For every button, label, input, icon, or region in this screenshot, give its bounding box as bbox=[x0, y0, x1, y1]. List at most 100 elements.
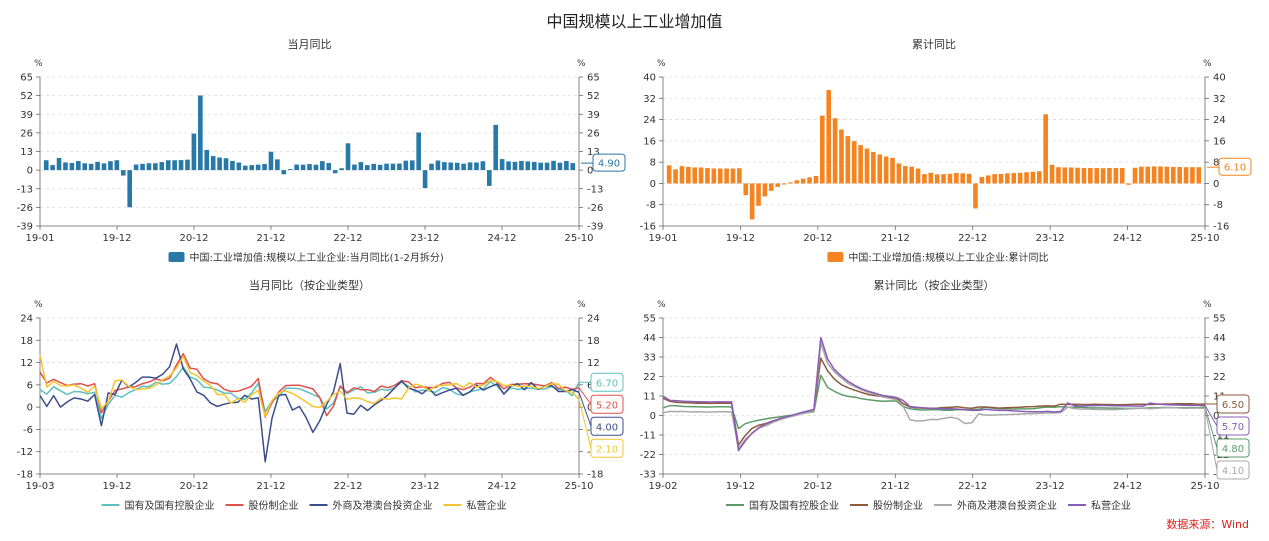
bar bbox=[1170, 166, 1176, 184]
bar bbox=[915, 168, 921, 184]
bar bbox=[114, 160, 120, 171]
x-tick-label: 25-10 bbox=[1190, 233, 1219, 244]
bar bbox=[788, 182, 793, 184]
x-tick-label: 20-12 bbox=[179, 233, 208, 244]
bar bbox=[851, 141, 857, 184]
bar bbox=[249, 165, 255, 171]
y-tick-label-right: -13 bbox=[587, 184, 603, 195]
end-label-box bbox=[590, 438, 624, 458]
x-tick-label: 22-12 bbox=[958, 481, 987, 492]
y-tick-label-right: 44 bbox=[1213, 333, 1226, 344]
y-unit-right: % bbox=[577, 300, 586, 310]
bar bbox=[538, 162, 543, 171]
bar bbox=[705, 167, 710, 184]
legend-label: 外商及港澳台投资企业 bbox=[957, 499, 1057, 512]
bar bbox=[236, 162, 242, 171]
chart-title: 当月同比（按企业类型） bbox=[249, 278, 370, 292]
bar bbox=[525, 161, 531, 171]
series-line bbox=[39, 366, 580, 420]
bar bbox=[928, 172, 934, 184]
bar bbox=[1145, 166, 1151, 184]
bar bbox=[666, 165, 672, 184]
series-line bbox=[662, 374, 1206, 430]
bar bbox=[909, 166, 914, 184]
y-tick-label-left: -18 bbox=[17, 470, 33, 481]
x-tick-label: 21-12 bbox=[881, 233, 910, 244]
bar bbox=[454, 162, 460, 171]
y-unit-right: % bbox=[1203, 300, 1212, 310]
y-tick-label-right: 0 bbox=[1213, 411, 1219, 422]
end-label-box bbox=[1218, 157, 1252, 176]
y-tick-label-left: 26 bbox=[20, 128, 33, 139]
y-tick-label-right: 52 bbox=[587, 91, 600, 102]
bar bbox=[435, 160, 441, 171]
x-tick-label: 19-12 bbox=[102, 481, 131, 492]
series-line bbox=[39, 343, 580, 463]
legend-label: 股份制企业 bbox=[249, 499, 299, 512]
end-label-leader bbox=[578, 392, 592, 427]
bar bbox=[191, 133, 197, 171]
x-tick-label: 19-12 bbox=[726, 481, 755, 492]
x-tick-label: 25-10 bbox=[564, 481, 593, 492]
y-tick-label-right: -8 bbox=[1213, 200, 1223, 211]
legend-swatch bbox=[168, 252, 185, 262]
x-tick-label: 19-01 bbox=[25, 233, 54, 244]
bar bbox=[845, 136, 851, 184]
bar bbox=[820, 115, 825, 184]
bar bbox=[877, 154, 883, 184]
legend-label: 股份制企业 bbox=[873, 499, 923, 512]
chart-title: 累计同比 bbox=[912, 38, 956, 51]
bar bbox=[397, 163, 402, 171]
bar bbox=[223, 158, 229, 171]
bar bbox=[512, 161, 518, 171]
bar bbox=[442, 162, 447, 171]
bar bbox=[1126, 183, 1131, 185]
y-tick-label-left: 12 bbox=[20, 358, 33, 369]
bar bbox=[794, 180, 800, 184]
bar bbox=[973, 183, 978, 209]
end-label: 2.10 bbox=[596, 444, 618, 455]
y-tick-label-left: -26 bbox=[17, 203, 33, 214]
bar bbox=[88, 163, 94, 171]
end-label-box bbox=[590, 372, 624, 392]
y-tick-label-left: 16 bbox=[643, 136, 656, 147]
bar bbox=[896, 163, 902, 184]
bar bbox=[326, 162, 332, 171]
bar bbox=[717, 168, 723, 184]
bar bbox=[217, 157, 222, 171]
bar bbox=[871, 152, 876, 184]
bar bbox=[1017, 172, 1023, 184]
bar bbox=[564, 160, 569, 171]
x-tick-label: 21-12 bbox=[256, 481, 285, 492]
bar bbox=[902, 166, 908, 184]
bar bbox=[262, 163, 267, 171]
bar bbox=[1081, 167, 1087, 184]
y-tick-label-left: 55 bbox=[643, 314, 656, 325]
bar bbox=[133, 164, 139, 171]
y-tick-label-left: -16 bbox=[640, 222, 656, 233]
bar bbox=[320, 161, 325, 171]
y-tick-label-left: -11 bbox=[640, 431, 656, 442]
y-unit-left: % bbox=[657, 300, 666, 310]
y-tick-label-right: 32 bbox=[1213, 94, 1226, 105]
legend-label: 国有及国有控股企业 bbox=[125, 499, 215, 512]
bar bbox=[1036, 171, 1042, 184]
bar bbox=[1011, 173, 1017, 184]
bar bbox=[557, 162, 563, 171]
end-label-box bbox=[1216, 460, 1250, 480]
y-tick-label-right: 26 bbox=[587, 128, 600, 139]
x-tick-label: 22-12 bbox=[958, 233, 987, 244]
bar bbox=[127, 170, 133, 208]
bar bbox=[551, 160, 556, 171]
bar bbox=[493, 124, 499, 171]
y-tick-label-left: -6 bbox=[23, 425, 33, 436]
bar bbox=[992, 174, 997, 184]
y-unit-right: % bbox=[577, 59, 586, 69]
bar bbox=[101, 163, 107, 171]
bar bbox=[146, 163, 152, 171]
y-tick-label-right: -26 bbox=[587, 203, 603, 214]
end-label: 6.10 bbox=[1224, 163, 1246, 174]
chart-cumulative_by_type: 累计同比（按企业类型）%%-33-33-22-22-11-11001111222… bbox=[640, 278, 1250, 512]
